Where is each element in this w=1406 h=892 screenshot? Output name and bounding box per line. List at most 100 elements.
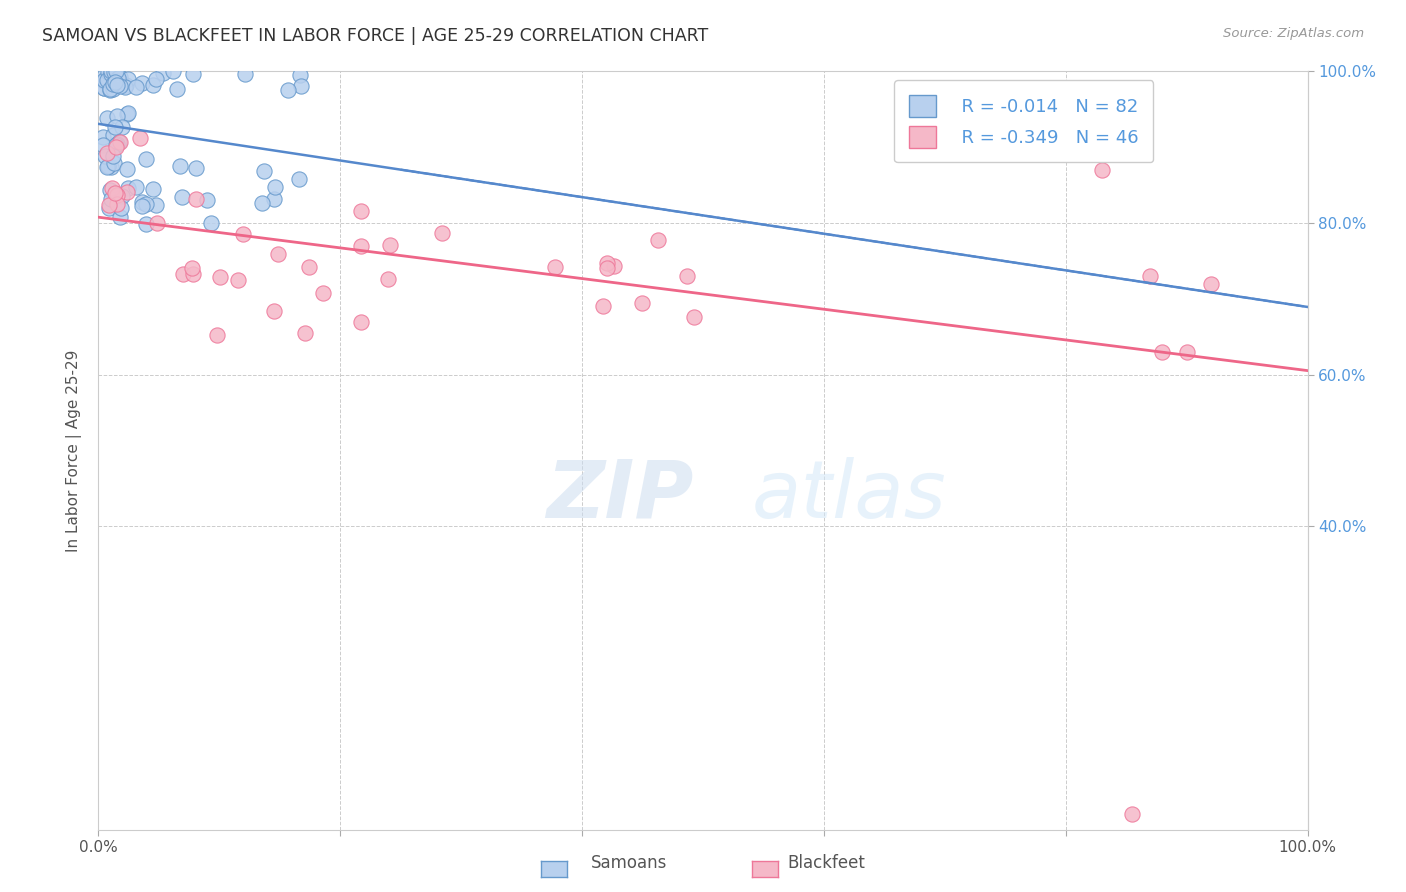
Point [97, 159, 120, 173]
Point [142, 78, 165, 92]
Point [93, 81, 115, 95]
Point [115, 162, 138, 177]
Point [104, 120, 127, 135]
Point [170, 190, 193, 204]
Point [312, 286, 335, 301]
Point [631, 296, 654, 310]
Point [100, 67, 122, 81]
Point [181, 267, 204, 281]
Point [107, 71, 129, 86]
Point [107, 136, 129, 151]
Point [103, 77, 125, 91]
Point [602, 259, 624, 273]
Point [209, 269, 232, 284]
Point [250, 196, 273, 211]
Point [96, 160, 118, 174]
Point [544, 260, 567, 274]
Point [108, 135, 131, 149]
Point [105, 139, 128, 153]
Point [101, 181, 124, 195]
Point [184, 161, 207, 175]
Point [91, 130, 114, 145]
Point [1139, 269, 1161, 284]
Text: Samoans: Samoans [591, 855, 666, 872]
Point [125, 80, 148, 95]
Point [115, 107, 138, 121]
Point [103, 81, 125, 95]
Point [96, 72, 118, 87]
Point [96, 112, 118, 126]
Point [100, 64, 122, 78]
Point [146, 216, 169, 230]
Point [98, 201, 121, 215]
Point [1091, 163, 1114, 178]
Point [596, 256, 619, 270]
Point [94, 149, 117, 163]
Point [107, 188, 129, 202]
Point [96, 159, 118, 173]
Point [100, 64, 122, 78]
Point [233, 67, 256, 81]
Point [110, 201, 132, 215]
Point [108, 136, 131, 150]
Point [108, 79, 131, 94]
Point [184, 192, 207, 206]
Point [110, 120, 132, 134]
Point [103, 156, 125, 170]
Point [145, 198, 167, 212]
Point [117, 106, 139, 120]
Point [104, 186, 127, 200]
Point [267, 246, 290, 260]
Point [226, 273, 249, 287]
Text: atlas: atlas [751, 457, 946, 535]
Point [111, 189, 134, 203]
Point [101, 128, 124, 142]
Point [100, 192, 122, 206]
Point [131, 199, 153, 213]
Point [350, 239, 373, 253]
Text: Source: ZipAtlas.com: Source: ZipAtlas.com [1223, 27, 1364, 40]
Point [93, 70, 115, 84]
Point [350, 315, 373, 329]
Point [105, 197, 128, 211]
Point [647, 233, 669, 247]
Y-axis label: In Labor Force | Age 25-29: In Labor Force | Age 25-29 [66, 350, 83, 551]
Point [91, 138, 114, 153]
Point [181, 67, 204, 81]
Point [103, 148, 125, 162]
Text: SAMOAN VS BLACKFEET IN LABOR FORCE | AGE 25-29 CORRELATION CHART: SAMOAN VS BLACKFEET IN LABOR FORCE | AGE… [42, 27, 709, 45]
Text: ZIP: ZIP [546, 457, 693, 535]
Point [263, 180, 285, 194]
Point [135, 153, 157, 167]
Point [115, 185, 138, 199]
Point [105, 64, 128, 78]
Point [166, 82, 188, 96]
Point [93, 74, 115, 88]
Point [125, 179, 148, 194]
Point [683, 310, 706, 324]
Point [105, 109, 128, 123]
Point [349, 203, 371, 218]
Point [263, 303, 285, 318]
Point [131, 76, 153, 90]
Point [142, 182, 165, 196]
Point [131, 194, 153, 209]
Point [162, 64, 184, 78]
Point [297, 260, 319, 274]
Point [676, 269, 699, 284]
Point [288, 172, 311, 186]
Point [152, 66, 174, 80]
Point [93, 73, 115, 87]
Point [111, 77, 134, 91]
Point [277, 83, 299, 97]
Point [98, 82, 121, 96]
Point [105, 138, 128, 153]
Point [135, 196, 157, 211]
Point [129, 131, 152, 145]
Point [97, 64, 120, 78]
Point [169, 159, 191, 173]
Point [596, 261, 619, 276]
Point [180, 260, 202, 275]
Legend:   R = -0.014   N = 82,   R = -0.349   N = 46: R = -0.014 N = 82, R = -0.349 N = 46 [894, 80, 1153, 162]
Point [1152, 344, 1174, 359]
